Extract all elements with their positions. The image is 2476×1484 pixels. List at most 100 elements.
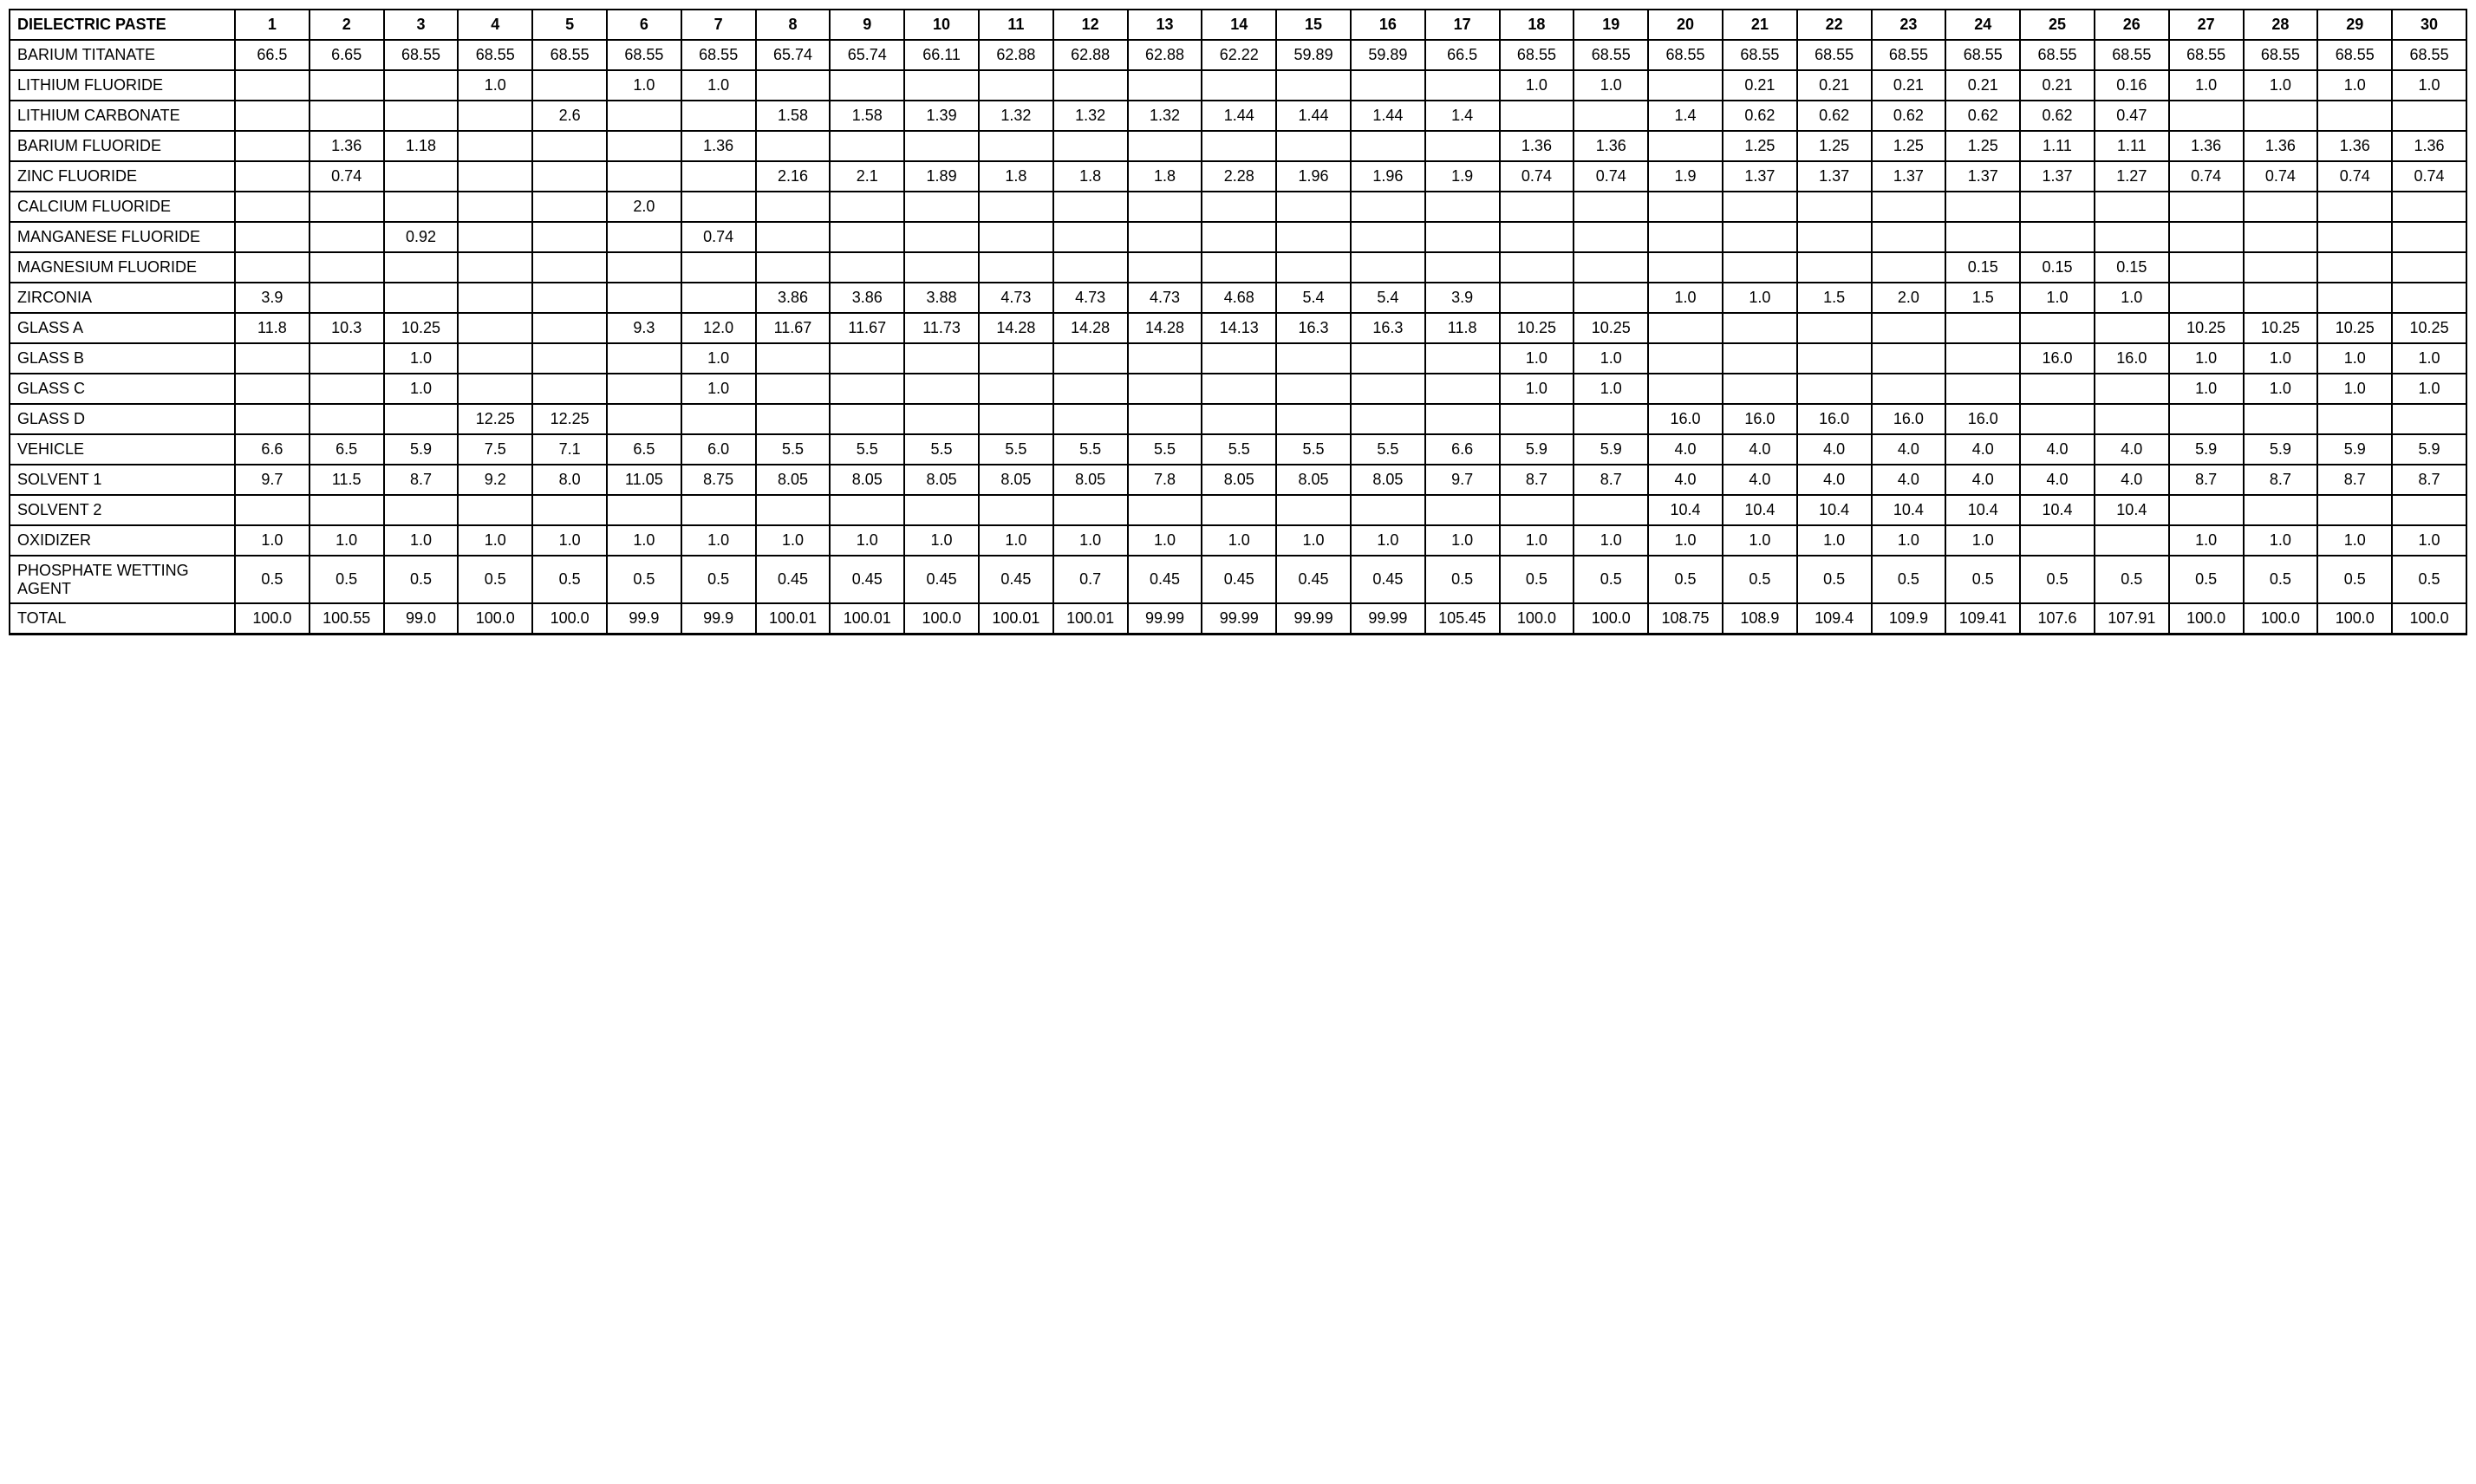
cell: 99.9 xyxy=(607,603,681,635)
cell: 9.2 xyxy=(458,465,532,495)
cell: 4.73 xyxy=(1128,283,1202,313)
table-row: MAGNESIUM FLUORIDE0.150.150.15 xyxy=(10,252,2466,283)
row-label: OXIDIZER xyxy=(10,525,235,556)
cell: 4.0 xyxy=(2020,465,2095,495)
cell xyxy=(607,131,681,161)
cell: 1.25 xyxy=(1872,131,1946,161)
col-header: 14 xyxy=(1202,10,1276,40)
cell xyxy=(235,252,310,283)
cell: 16.0 xyxy=(1648,404,1723,434)
cell: 5.5 xyxy=(1202,434,1276,465)
cell xyxy=(2169,495,2244,525)
cell: 1.0 xyxy=(384,343,459,374)
table-row: BARIUM FLUORIDE1.361.181.361.361.361.251… xyxy=(10,131,2466,161)
row-label: CALCIUM FLUORIDE xyxy=(10,192,235,222)
cell xyxy=(1797,252,1872,283)
cell: 100.0 xyxy=(1574,603,1648,635)
cell: 1.0 xyxy=(2392,343,2466,374)
cell: 14.28 xyxy=(979,313,1053,343)
row-label: SOLVENT 2 xyxy=(10,495,235,525)
cell xyxy=(979,343,1053,374)
cell xyxy=(235,343,310,374)
cell: 0.21 xyxy=(1797,70,1872,101)
table-body: BARIUM TITANATE66.56.6568.5568.5568.5568… xyxy=(10,40,2466,635)
cell: 1.32 xyxy=(1053,101,1128,131)
cell: 4.73 xyxy=(979,283,1053,313)
col-header: 19 xyxy=(1574,10,1648,40)
cell: 68.55 xyxy=(384,40,459,70)
cell xyxy=(904,192,979,222)
table-row: BARIUM TITANATE66.56.6568.5568.5568.5568… xyxy=(10,40,2466,70)
cell: 100.0 xyxy=(2169,603,2244,635)
cell xyxy=(830,404,904,434)
cell: 0.5 xyxy=(235,556,310,603)
cell: 1.0 xyxy=(1053,525,1128,556)
cell: 99.99 xyxy=(1128,603,1202,635)
cell: 1.0 xyxy=(1351,525,1425,556)
cell: 12.0 xyxy=(681,313,756,343)
cell: 0.62 xyxy=(1872,101,1946,131)
dielectric-paste-table: DIELECTRIC PASTE 12345678910111213141516… xyxy=(9,9,2467,635)
cell: 68.55 xyxy=(1872,40,1946,70)
col-header: 12 xyxy=(1053,10,1128,40)
cell: 59.89 xyxy=(1276,40,1351,70)
table-row: GLASS A11.810.310.259.312.011.6711.6711.… xyxy=(10,313,2466,343)
cell: 68.55 xyxy=(2095,40,2169,70)
col-header: 26 xyxy=(2095,10,2169,40)
cell xyxy=(458,313,532,343)
cell xyxy=(1053,131,1128,161)
cell xyxy=(1202,252,1276,283)
cell: 8.7 xyxy=(1500,465,1574,495)
cell xyxy=(607,161,681,192)
cell: 99.99 xyxy=(1276,603,1351,635)
cell xyxy=(756,404,831,434)
cell: 1.0 xyxy=(2169,70,2244,101)
cell xyxy=(458,495,532,525)
table-row: LITHIUM FLUORIDE1.01.01.01.01.00.210.210… xyxy=(10,70,2466,101)
cell xyxy=(979,404,1053,434)
cell xyxy=(1276,131,1351,161)
cell: 0.5 xyxy=(2095,556,2169,603)
cell: 5.9 xyxy=(2317,434,2392,465)
cell xyxy=(1648,343,1723,374)
cell xyxy=(2244,283,2318,313)
cell: 10.4 xyxy=(2020,495,2095,525)
cell xyxy=(830,192,904,222)
cell: 4.0 xyxy=(1872,465,1946,495)
cell xyxy=(1053,495,1128,525)
row-label: SOLVENT 1 xyxy=(10,465,235,495)
cell: 0.62 xyxy=(2020,101,2095,131)
cell: 5.5 xyxy=(756,434,831,465)
cell xyxy=(830,495,904,525)
table-row: LITHIUM CARBONATE2.61.581.581.391.321.32… xyxy=(10,101,2466,131)
cell xyxy=(1128,192,1202,222)
cell: 4.0 xyxy=(2095,465,2169,495)
cell: 0.15 xyxy=(2095,252,2169,283)
cell xyxy=(979,192,1053,222)
cell: 16.0 xyxy=(1872,404,1946,434)
cell xyxy=(1797,343,1872,374)
cell: 1.0 xyxy=(1276,525,1351,556)
row-label: GLASS A xyxy=(10,313,235,343)
table-row: GLASS B1.01.01.01.016.016.01.01.01.01.0 xyxy=(10,343,2466,374)
cell xyxy=(1202,222,1276,252)
cell: 5.9 xyxy=(2392,434,2466,465)
cell xyxy=(1128,404,1202,434)
cell: 1.25 xyxy=(1945,131,2020,161)
cell xyxy=(1425,131,1500,161)
cell: 109.41 xyxy=(1945,603,2020,635)
cell xyxy=(1276,404,1351,434)
cell xyxy=(979,70,1053,101)
row-label: GLASS B xyxy=(10,343,235,374)
cell: 1.36 xyxy=(1500,131,1574,161)
cell xyxy=(1872,222,1946,252)
cell: 7.8 xyxy=(1128,465,1202,495)
cell xyxy=(1648,131,1723,161)
cell: 1.0 xyxy=(384,374,459,404)
cell: 1.0 xyxy=(2317,374,2392,404)
cell xyxy=(1723,252,1797,283)
cell: 68.55 xyxy=(2392,40,2466,70)
cell: 8.05 xyxy=(1351,465,1425,495)
cell: 16.0 xyxy=(1797,404,1872,434)
cell: 0.5 xyxy=(2317,556,2392,603)
